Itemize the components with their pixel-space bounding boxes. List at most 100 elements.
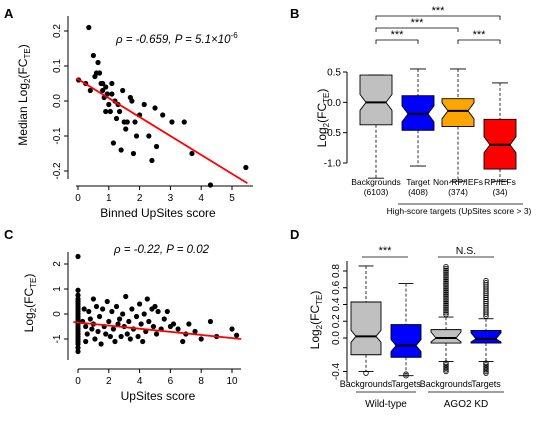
panel-d-outlier [483,294,489,301]
panel-b-category-label: RP/IEFs [484,177,516,187]
panel-d-box-2-body [390,324,422,358]
panel-c-point [86,308,92,315]
panel-c-point [104,298,110,305]
panel-d-y-label: Log2(FCTE) [308,291,324,350]
panel-d-outlier [483,300,489,307]
panel-c-point [113,303,120,310]
panel-d-outlier [483,365,489,371]
panel-a-point [141,101,147,108]
panel-c-point [133,313,140,320]
panel-c-point [84,331,90,337]
panel-a-point [181,119,187,125]
panel-a-x-tick-label: 2 [137,193,143,204]
panel-a: A -0.2 -0.1 0.0 0.1 0.2 0 1 2 3 4 5 ρ = -0.659, P… [4,6,253,220]
panel-c-y-tick-label: 1 [52,286,63,292]
panel-a-point [129,98,135,104]
panel-a-point [109,80,115,87]
panel-c-point [129,306,135,312]
panel-d-sig-2: N.S. [456,245,476,257]
panel-d-y-label-te: TE [315,295,324,305]
panel-b-category-count: (34) [492,187,507,197]
panel-a-point [95,59,101,66]
panel-d-outlier [483,305,489,311]
panel-c-y-ticks: -1 0 1 2 [52,261,68,343]
panel-c-point [144,296,150,302]
panel-d-outlier [483,296,489,303]
panel-c-p: P = 0.02 [166,244,209,256]
panel-c-point [87,316,93,322]
panel-b-category-count: (6103) [364,187,389,197]
panel-c-point [75,345,81,351]
panel-b-category-label: Non-RP/IEFs [433,177,483,187]
panel-d: D -0.4 0.0 0.2 0.4 0.6 0.8 *** N.S. Backgroun… [290,227,504,410]
panel-c-point [234,332,240,338]
panel-c-point [229,326,235,332]
panel-c-point [192,328,198,335]
panel-a-y-label-close: ) [16,44,30,48]
panel-c-y-label-te: TE [29,278,38,288]
panel-b-bracket-1 [375,15,501,20]
panel-b-y-tick-label: -1.0 [324,159,342,170]
panel-d-y-tick-label: 0.4 [331,297,342,311]
panel-c-point [110,326,117,332]
panel-c-point [75,253,81,260]
panel-c-point [89,326,95,332]
panel-a-y-label-sub: 2 [23,78,32,83]
panel-d-outlier [443,287,449,294]
panel-d-letter: D [290,227,299,242]
panel-d-outlier [483,298,489,305]
panel-a-y-tick-label: 0.0 [52,94,63,108]
panel-d-sig-1: *** [379,245,393,257]
panel-a-rho: ρ = -0.659, [115,34,175,46]
panel-b-bracket-3 [375,39,419,44]
panel-c-point [150,323,157,330]
panel-d-outlier [443,308,449,314]
panel-b-significance-brackets: *** *** *** *** [375,5,501,44]
panel-c-y-label: Log2(FCTE) [22,274,38,333]
panel-c-point [180,338,186,345]
panel-d-box-3-body [430,329,462,344]
panel-a-point [124,119,130,125]
panel-c-point [138,321,144,327]
panel-a-point [149,157,155,164]
panel-c-points [75,253,240,355]
panel-c-y-label-sub: 2 [29,307,38,312]
panel-c-point [175,326,181,332]
panel-d-outlier [483,313,489,319]
panel-a-point [169,119,175,125]
panel-b-y-label-sub: 2 [322,122,331,127]
panel-d-outlier [483,311,489,317]
panel-c-point [153,331,160,337]
panel-a-y-tick-label: 0.1 [52,59,63,73]
panel-a-y-label-te: TE [23,48,32,58]
panel-b-sig-1: *** [432,5,446,17]
panel-d-outlier [443,306,449,312]
panel-a-x-tick-label: 4 [198,193,204,204]
panel-b-footer: High-score targets (UpSites score > 3) [387,206,532,216]
panel-d-y-tick-label: 0.0 [331,331,342,345]
panel-b-y-tick-label: 0.5 [327,68,341,79]
panel-c-rho: ρ = -0.22, [113,244,166,256]
panel-b-box-1-body [359,74,393,126]
panel-b-x-labels: Backgrounds(6103)Target(408)Non-RP/IEFs(… [351,177,516,197]
panel-c-x-tick-label: 8 [198,376,204,387]
panel-c-point [95,328,101,335]
panel-a-point [123,126,129,132]
panel-a-y-tick-label: -0.1 [52,127,63,145]
panel-d-outlier [483,290,489,296]
panel-a-y-label-main: Median Log [16,83,30,146]
panel-c-point [90,296,96,302]
panel-b-category-label: Backgrounds [351,177,401,187]
panel-c-point [152,303,158,310]
panel-a-point [113,115,120,122]
panel-c-point [170,321,177,327]
panel-d-outlier [483,303,489,309]
panel-d-category-label: Backgrounds [420,379,473,389]
panel-b-y-label-main: Log [315,127,329,147]
panel-d-outlier [443,293,449,299]
panel-d-outlier [443,304,449,310]
panel-d-outlier [483,309,489,315]
panel-d-outlier [483,367,489,373]
